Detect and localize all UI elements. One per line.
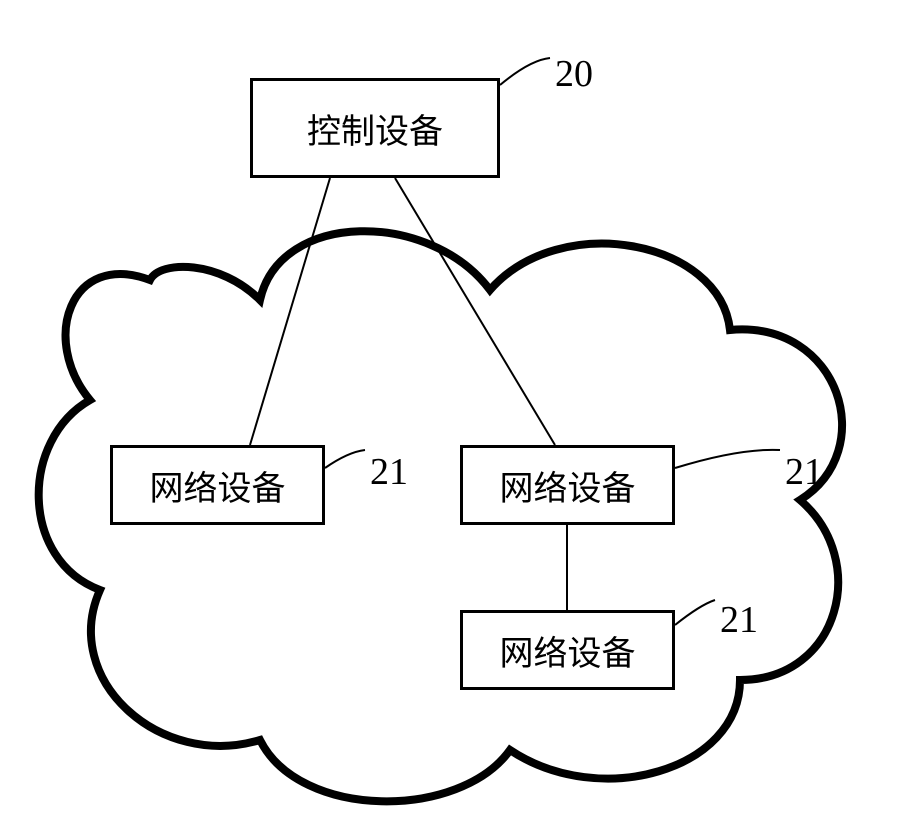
- leader-lines: [0, 0, 913, 834]
- reference-tag-21: 21: [785, 450, 823, 494]
- diagram-canvas: 控制设备 网络设备 网络设备 网络设备 20 21 21 21: [0, 0, 913, 834]
- reference-tag-21: 21: [370, 450, 408, 494]
- reference-tag-21: 21: [720, 598, 758, 642]
- reference-tag-20: 20: [555, 52, 593, 96]
